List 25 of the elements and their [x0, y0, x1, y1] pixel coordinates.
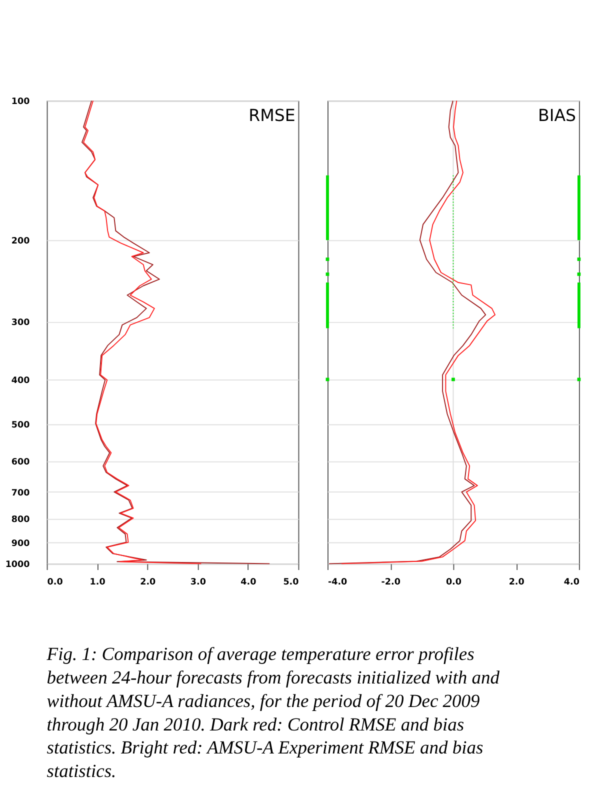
- caption: Fig. 1: Comparison of average temperature error profiles between 24-hour forecasts from forecasts initialized with and without AMSU-A radiances, for the period of 20 Dec 2009 through 20 Jan 2010. Dark red: Control RMSE and bias statistics. Bright red: AMSU-A Experiment RMSE and bias statistics.: [46, 645, 500, 782]
- y-tick-label: 400: [11, 376, 30, 386]
- x-tick-label: 4.0: [240, 578, 256, 588]
- chart-title: RMSE: [248, 106, 296, 126]
- line-series: [83, 100, 202, 564]
- x-tick-label: 0.0: [446, 578, 462, 588]
- chart-title: BIAS: [538, 106, 576, 126]
- x-tick-label: -2.0: [381, 578, 400, 588]
- y-tick-label: 700: [11, 488, 30, 498]
- y-tick-label: 300: [11, 318, 30, 328]
- y-tick-label: 900: [11, 538, 30, 549]
- x-tick-label: 5.0: [283, 578, 299, 588]
- x-tick-label: 3.0: [190, 578, 206, 588]
- y-tick-label: 200: [11, 236, 30, 246]
- x-tick-label: 4.0: [564, 578, 580, 588]
- y-tick-label: 1000: [5, 560, 30, 570]
- x-tick-label: 1.0: [90, 578, 106, 588]
- y-tick-label: 600: [11, 457, 30, 468]
- y-tick-label: 500: [11, 420, 30, 431]
- x-tick-label: 0.0: [47, 578, 63, 588]
- y-tick-label: 100: [11, 97, 30, 108]
- y-tick-label: 800: [11, 515, 30, 526]
- x-tick-label: 2.0: [140, 578, 156, 588]
- x-tick-label: -4.0: [328, 578, 348, 588]
- x-tick-label: 2.0: [508, 578, 524, 588]
